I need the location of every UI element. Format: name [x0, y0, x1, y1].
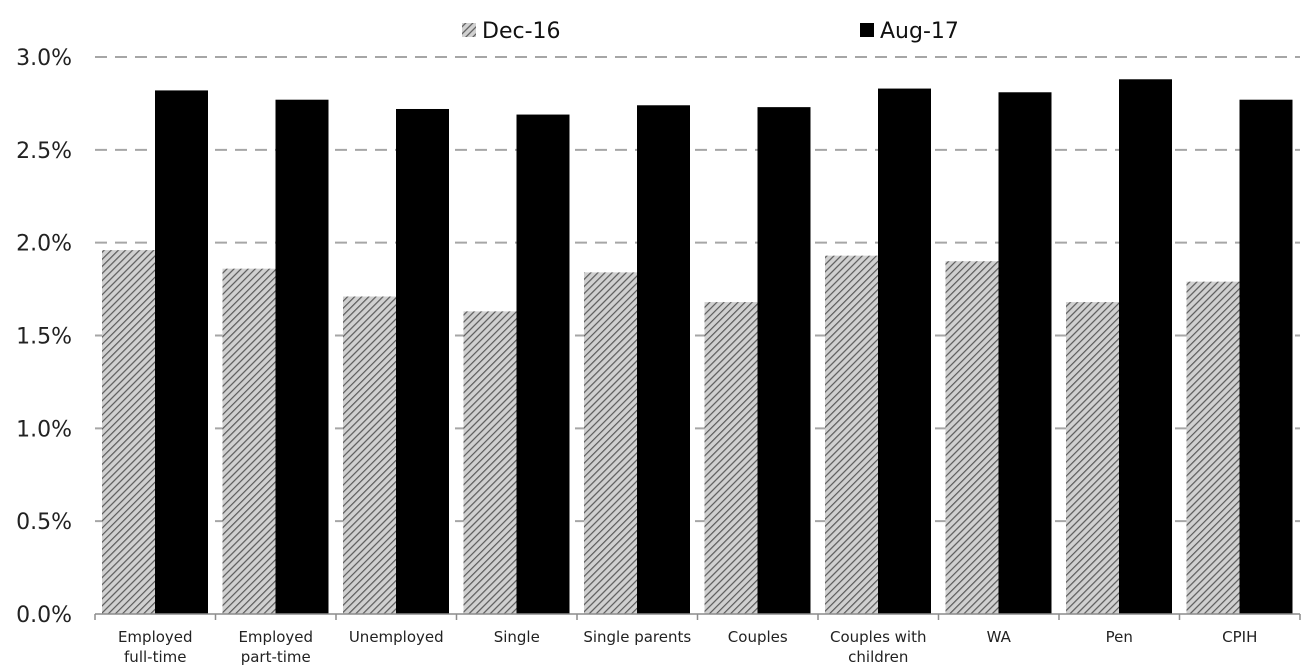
legend: Dec-16 Aug-17 [462, 19, 959, 44]
x-tick-label: children [848, 648, 908, 666]
y-tick-label: 0.5% [16, 510, 72, 535]
bar-dec-16-4 [584, 272, 637, 614]
x-tick-label: Single [494, 628, 540, 646]
y-tick-label: 2.5% [16, 139, 72, 164]
y-axis-ticks: 0.0% 0.5% 1.0% 1.5% 2.0% 2.5% 3.0% [16, 46, 72, 628]
y-tick-label: 2.0% [16, 232, 72, 257]
bar-dec-16-9 [1186, 281, 1240, 614]
bar-aug-17-0 [155, 90, 208, 615]
bar-aug-17-2 [396, 108, 449, 614]
bars [102, 79, 1293, 615]
bar-dec-16-2 [343, 296, 396, 614]
bar-dec-16-8 [1066, 302, 1119, 614]
x-tick-label: Couples with [830, 628, 926, 646]
bar-dec-16-1 [222, 268, 276, 614]
legend-swatch-dec-16 [462, 23, 476, 37]
y-tick-label: 3.0% [16, 46, 72, 71]
x-tick-label: Single parents [583, 628, 691, 646]
bar-dec-16-5 [704, 302, 758, 614]
legend-label: Aug-17 [880, 19, 959, 44]
bar-aug-17-3 [516, 114, 570, 614]
x-tick-label: Employed [118, 628, 193, 646]
bar-aug-17-6 [878, 88, 931, 614]
y-tick-label: 1.5% [16, 325, 72, 350]
x-tick-label: Couples [728, 628, 788, 646]
bar-aug-17-1 [275, 99, 329, 615]
bar-aug-17-5 [757, 107, 811, 614]
legend-swatch-aug-17 [860, 23, 874, 37]
x-tick-label: WA [987, 628, 1012, 646]
bar-aug-17-8 [1119, 79, 1172, 614]
y-tick-label: 1.0% [16, 417, 72, 442]
x-tick-label: Employed [238, 628, 313, 646]
x-tick-label: full-time [124, 648, 186, 666]
bar-dec-16-3 [463, 311, 517, 614]
bar-dec-16-0 [102, 250, 155, 615]
x-tick-label: part-time [241, 648, 311, 666]
legend-label: Dec-16 [482, 19, 561, 44]
x-axis-labels: Employed full-time Employed part-time Unempl… [118, 628, 1257, 666]
x-tick-label: Pen [1106, 628, 1133, 646]
y-tick-label: 0.0% [16, 603, 72, 628]
bar-aug-17-9 [1239, 99, 1293, 615]
bar-dec-16-6 [825, 255, 878, 614]
x-tick-label: CPIH [1222, 628, 1257, 646]
x-axis [94, 613, 1301, 620]
bar-aug-17-4 [637, 105, 690, 615]
x-tick-label: Unemployed [349, 628, 444, 646]
bar-dec-16-7 [945, 261, 999, 614]
bar-aug-17-7 [998, 92, 1052, 614]
